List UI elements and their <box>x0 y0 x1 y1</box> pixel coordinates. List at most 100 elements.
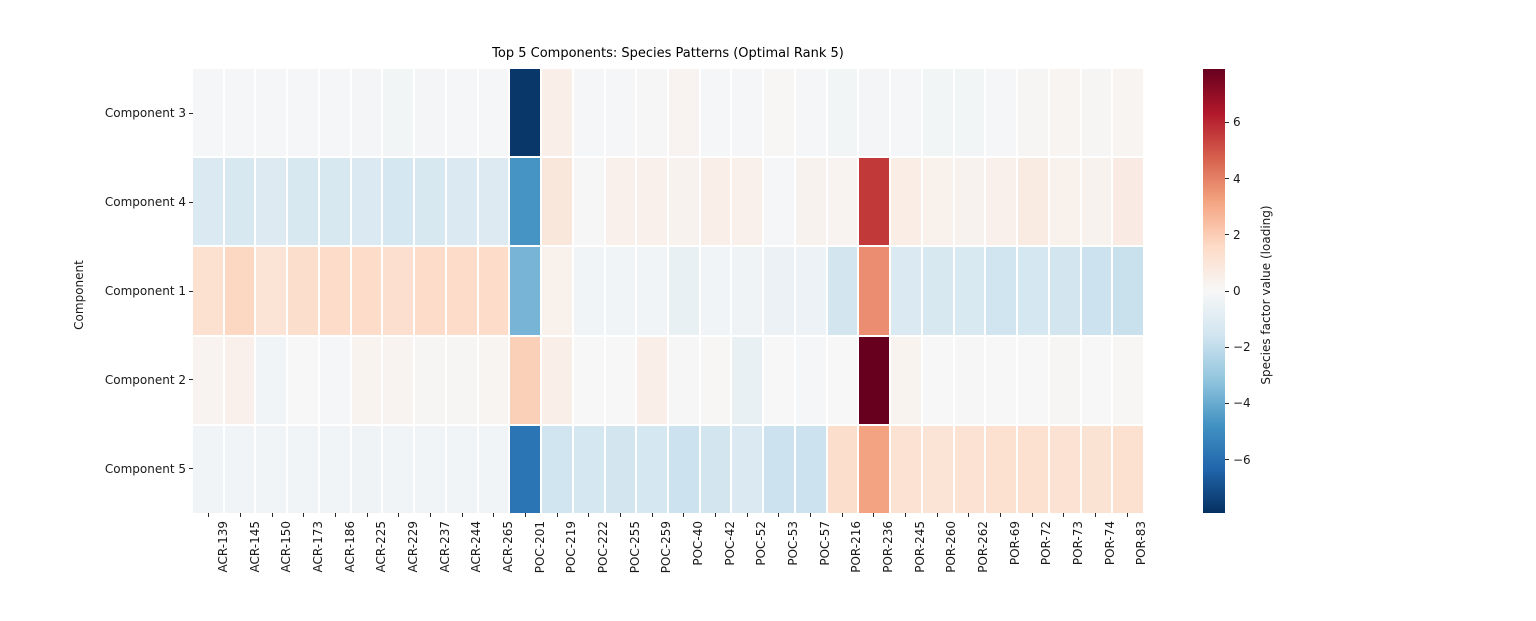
y-tick-label: Component 2 <box>104 372 186 387</box>
x-tick-mark <box>271 513 273 517</box>
heatmap-cell <box>383 158 414 246</box>
heatmap-cell <box>224 425 255 513</box>
heatmap-cell <box>637 336 667 424</box>
heatmap-cell <box>1049 158 1080 246</box>
heatmap-cell <box>827 247 858 335</box>
heatmap-cell <box>478 69 509 157</box>
heatmap-cell <box>1049 425 1080 513</box>
y-tick-mark <box>189 201 193 203</box>
heatmap-cell <box>700 247 731 335</box>
heatmap-cell <box>478 158 509 246</box>
x-tick-label: POR-262 <box>975 521 990 573</box>
heatmap-cell <box>891 425 921 513</box>
heatmap-cell <box>478 336 509 424</box>
heatmap-cell <box>224 69 255 157</box>
x-tick-label: ACR-225 <box>374 521 389 573</box>
y-tick-label: Component 4 <box>104 195 186 210</box>
colorbar-tick-mark <box>1225 178 1229 180</box>
x-tick-mark <box>493 513 495 517</box>
heatmap-cell <box>669 158 699 246</box>
heatmap-cell <box>954 247 985 335</box>
x-tick-mark <box>461 513 463 517</box>
x-tick-label: ACR-186 <box>342 521 357 573</box>
heatmap-cell <box>764 336 794 424</box>
heatmap-cell <box>605 336 636 424</box>
x-tick-label: POR-245 <box>912 521 927 573</box>
x-tick-label: ACR-145 <box>247 521 262 573</box>
x-tick-label: ACR-173 <box>310 521 325 573</box>
heatmap-cell <box>1081 247 1112 335</box>
heatmap-cell <box>1113 158 1143 246</box>
heatmap-cell <box>954 425 985 513</box>
x-tick-mark <box>873 513 875 517</box>
heatmap-cell <box>573 247 604 335</box>
heatmap-cell <box>859 69 890 157</box>
x-tick-label: POR-69 <box>1007 521 1022 566</box>
x-tick-mark <box>1031 513 1033 517</box>
x-tick-label: ACR-265 <box>500 521 515 573</box>
heatmap-cell <box>415 247 445 335</box>
heatmap-cell <box>891 69 921 157</box>
y-tick-mark <box>189 112 193 114</box>
heatmap-cell <box>922 247 953 335</box>
x-tick-label: POC-42 <box>722 521 737 566</box>
x-tick-label: ACR-244 <box>469 521 484 573</box>
heatmap-cell <box>415 336 445 424</box>
heatmap-cell <box>478 425 509 513</box>
x-tick-mark <box>303 513 305 517</box>
x-tick-mark <box>651 513 653 517</box>
colorbar-label: Species factor value (loading) <box>1259 205 1273 385</box>
heatmap-cell <box>795 425 826 513</box>
heatmap-cell <box>193 247 223 335</box>
colorbar-tick-label: −4 <box>1233 396 1251 411</box>
colorbar-tick-mark <box>1225 290 1229 292</box>
heatmap-cell <box>351 247 382 335</box>
heatmap-cell <box>637 425 667 513</box>
heatmap-cell <box>764 425 794 513</box>
x-tick-label: POC-219 <box>564 521 579 574</box>
heatmap-cell <box>795 247 826 335</box>
heatmap-cell <box>605 158 636 246</box>
heatmap-cell <box>256 425 287 513</box>
x-tick-mark <box>841 513 843 517</box>
heatmap-cell <box>256 158 287 246</box>
heatmap-cell <box>446 69 477 157</box>
x-tick-mark <box>620 513 621 517</box>
heatmap-cell <box>764 247 794 335</box>
heatmap-cell <box>1081 158 1112 246</box>
heatmap-cell <box>256 336 287 424</box>
x-tick-label: POC-57 <box>817 521 832 566</box>
x-tick-label: POC-255 <box>627 521 642 574</box>
heatmap-cell <box>764 158 794 246</box>
heatmap-cell <box>193 69 223 157</box>
heatmap-cell <box>542 247 572 335</box>
y-tick-mark <box>189 290 193 292</box>
colorbar-tick-mark <box>1225 459 1229 461</box>
x-tick-label: POR-260 <box>944 521 959 573</box>
heatmap-cell <box>573 69 604 157</box>
heatmap-cell <box>859 336 890 424</box>
heatmap-cell <box>605 425 636 513</box>
heatmap-cell <box>573 158 604 246</box>
heatmap-cell <box>415 69 445 157</box>
heatmap-cell <box>383 247 414 335</box>
heatmap-cell <box>510 158 541 246</box>
x-tick-label: POC-40 <box>690 521 705 566</box>
x-tick-mark <box>240 513 241 517</box>
heatmap-cell <box>351 69 382 157</box>
heatmap-cell <box>669 69 699 157</box>
heatmap-cell <box>573 425 604 513</box>
heatmap-cell <box>669 336 699 424</box>
heatmap-cell <box>700 69 731 157</box>
heatmap-cell <box>446 425 477 513</box>
heatmap-cell <box>1081 425 1112 513</box>
heatmap-cell <box>1018 158 1048 246</box>
x-tick-mark <box>683 513 685 517</box>
heatmap-cell <box>256 247 287 335</box>
heatmap-cell <box>1081 69 1112 157</box>
heatmap-cell <box>1018 247 1048 335</box>
y-tick-mark <box>189 468 193 470</box>
heatmap-cell <box>922 69 953 157</box>
heatmap-cell <box>542 425 572 513</box>
x-tick-mark <box>905 513 906 517</box>
